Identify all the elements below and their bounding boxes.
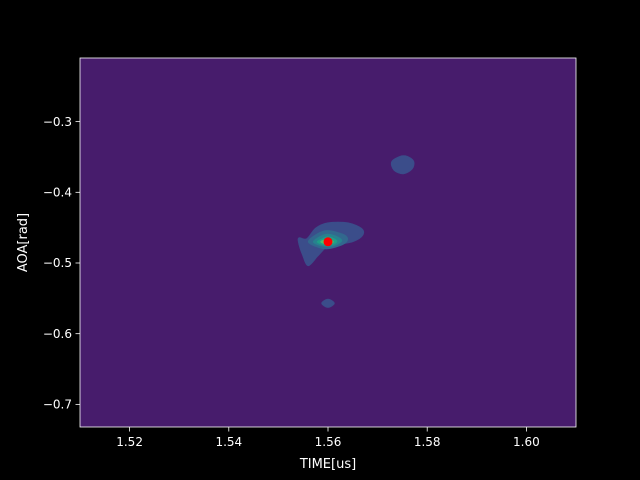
- y-axis-label: AOA[rad]: [16, 213, 31, 272]
- x-axis: 1.52 1.54 1.56 1.58 1.60: [116, 427, 540, 449]
- contour-region-level-1: [321, 298, 335, 308]
- x-tick-label: 1.60: [513, 435, 540, 449]
- x-tick-label: 1.52: [116, 435, 143, 449]
- y-tick-label: −0.6: [43, 327, 72, 341]
- peak-marker: [323, 237, 333, 247]
- y-tick-label: −0.5: [43, 256, 72, 270]
- y-axis: −0.3 −0.4 −0.5 −0.6 −0.7: [43, 115, 80, 412]
- y-tick-label: −0.4: [43, 186, 72, 200]
- x-axis-label: TIME[us]: [299, 457, 356, 472]
- marker-layer: [323, 237, 333, 247]
- y-tick-label: −0.7: [43, 398, 72, 412]
- x-tick-label: 1.56: [315, 435, 342, 449]
- x-tick-label: 1.58: [414, 435, 441, 449]
- x-tick-label: 1.54: [215, 435, 242, 449]
- contour-region-level-1: [390, 155, 415, 175]
- y-tick-label: −0.3: [43, 115, 72, 129]
